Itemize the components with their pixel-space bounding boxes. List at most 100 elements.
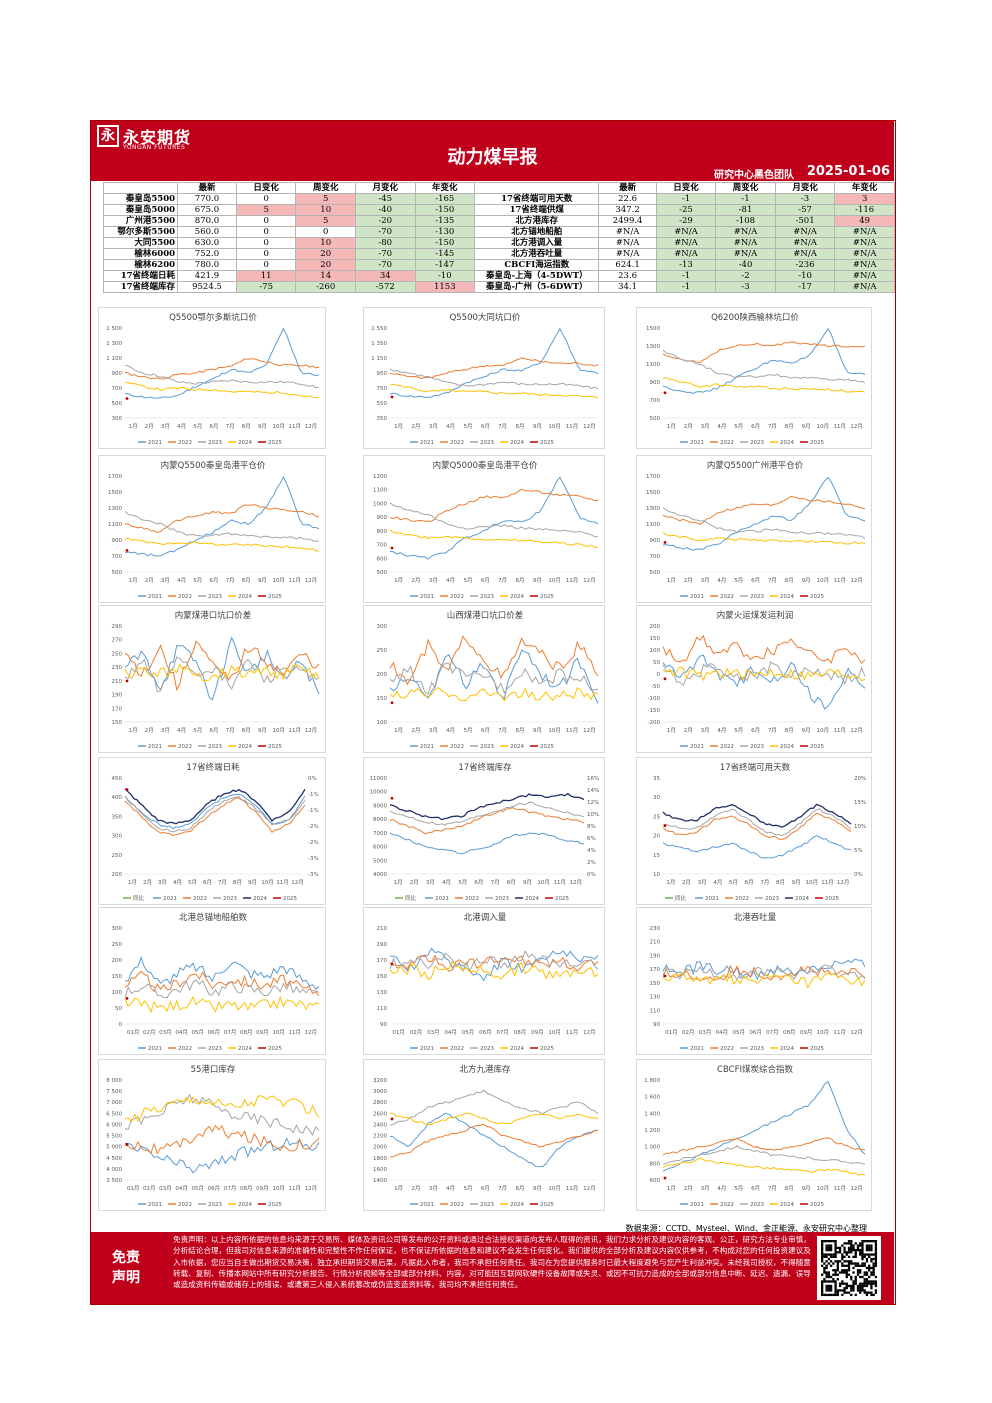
x-tick-label: 9月 [258,423,267,430]
x-tick-label: 8月 [507,879,516,886]
y-tick-label: 600 [650,1178,661,1184]
table-cell: 0 [235,215,297,227]
table-cell: 14 [295,270,356,282]
table-cell: #N/A [715,237,776,249]
legend-label: 2024 [780,594,794,600]
table-cell: -501 [774,215,836,227]
row-label: 秦皇岛-上海（4-5DWT） [474,270,600,282]
legend-label: 2025 [268,744,282,750]
x-tick-label: 5月 [188,879,197,886]
x-tick-label: 12月 [850,1185,863,1192]
chart-title: Q6200陕西榆林坑口价 [711,312,799,323]
x-tick-label: 8月 [516,1185,525,1192]
series-line-2023 [389,368,599,390]
chart-18: CBCFI煤炭综合指数 1 800 1 600 1 400 1 200 1 000 800 6… [636,1059,872,1211]
x-tick-label: 8月 [776,879,785,886]
series-line-2024 [124,537,320,552]
table-cell: -2 [715,270,776,282]
legend-label: 2025 [810,744,824,750]
table-cell: 0 [235,226,297,238]
y-tick-label: 200 [112,958,123,964]
x-tick-label: 7月 [768,577,777,584]
x-tick-label: 5月 [734,577,743,584]
series-point-2025 [663,677,667,681]
qr-code-icon[interactable] [817,1236,881,1300]
x-tick-label: 11月 [834,727,847,734]
y-tick-label: 600 [377,556,388,562]
y2-tick-label: 0% [587,872,596,878]
y-tick-label: 1100 [646,362,660,368]
report-header: 永 永安期货 YONGAN FUTURES 动力煤早报 研究中心黑色团队 202… [91,121,894,181]
series-line-2023 [389,801,585,826]
series-line-2022 [662,812,852,840]
x-tick-label: 10月 [548,423,561,430]
table-cell: 3 [834,193,895,205]
series-line-2023 [389,1089,599,1126]
x-tick-label: 02月 [682,1029,695,1036]
table-row: 榆林6000 752.0 0 20 -70 -145 北方港吞吐量 #N/A #N/A #N/A #… [102,248,895,260]
series-point-2025 [390,1117,394,1121]
x-tick-label: 01月 [665,1029,678,1036]
table-cell: 347.2 [598,204,657,216]
y-tick-label: 2800 [373,1100,387,1106]
x-tick-label: 11月 [834,1185,847,1192]
series-line-2024 [662,971,866,990]
series-line-2024 [662,376,866,393]
x-tick-label: 5月 [464,577,473,584]
chart-7: 内蒙煤港口坑口价差 290 270 250 230 210 190 170 150 1月 2月 3月 4… [98,605,326,753]
table-cell: 624.1 [598,259,657,271]
table-cell: -572 [354,281,416,293]
table-cell: 0 [235,248,297,260]
y-tick-label: 7 500 [106,1089,122,1095]
legend-label: 2023 [223,896,237,902]
y-tick-label: 270 [112,638,123,644]
x-tick-label: 08月 [783,1029,796,1036]
series-line-2024 [389,792,585,821]
x-tick-label: 05月 [192,1185,205,1192]
x-tick-label: 11月 [289,1185,302,1192]
x-tick-label: 6月 [745,879,754,886]
y-tick-label: 8000 [373,817,387,823]
x-tick-label: 10月 [548,1185,561,1192]
legend-label: 2022 [450,744,464,750]
x-tick-label: 3月 [429,1185,438,1192]
series-line-2021 [124,1137,320,1174]
series-line-2023 [389,502,598,538]
x-tick-label: 3月 [701,727,710,734]
series-line-2022 [662,1137,866,1156]
chart-10: 17省终端日耗 450 400 350 300 250 200 0% -1% -1% -2% -2% -… [98,757,326,905]
report-date: 2025-01-06 [806,164,890,179]
series-line-2022 [124,640,320,692]
legend-label: 2023 [480,744,494,750]
x-tick-label: 02月 [410,1029,423,1036]
y-tick-label: 1 200 [644,1128,660,1134]
series-line-2023 [389,950,599,973]
y-tick-label: 200 [112,872,123,878]
x-tick-label: 04月 [444,1029,457,1036]
chart-svg: CBCFI煤炭综合指数 1 800 1 600 1 400 1 200 1 000 800 6… [644,1064,866,1208]
y-tick-label: 3200 [373,1078,387,1084]
x-tick-label: 4月 [446,727,455,734]
chart-8: 山西煤港口坑口价差 300 250 200 150 100 1月 2月 3月 4月 5月 6月 7月 8月… [363,605,605,753]
table-cell: #N/A [715,226,776,238]
x-tick-label: 12月 [583,1029,596,1036]
legend-label: 2022 [450,594,464,600]
x-tick-label: 2月 [412,423,421,430]
x-tick-label: 7月 [498,423,507,430]
y-tick-label: 230 [112,665,123,671]
x-tick-label: 11月 [834,1029,847,1036]
table-cell: 5 [235,204,297,216]
table-header-cell: 最新 [598,182,657,194]
table-cell: #N/A [834,226,895,238]
legend-label: 2023 [208,440,222,446]
y-tick-label: 7000 [373,831,387,837]
legend-label: 同比 [675,894,687,902]
table-cell: 675.0 [177,204,237,216]
x-tick-label: 03月 [159,1029,172,1036]
x-tick-label: 4月 [177,727,186,734]
legend-label: 2023 [208,744,222,750]
table-cell: 780.0 [177,259,237,271]
x-tick-label: 10月 [272,423,285,430]
y-tick-label: 170 [650,967,661,973]
y-tick-label: 1300 [646,344,660,350]
